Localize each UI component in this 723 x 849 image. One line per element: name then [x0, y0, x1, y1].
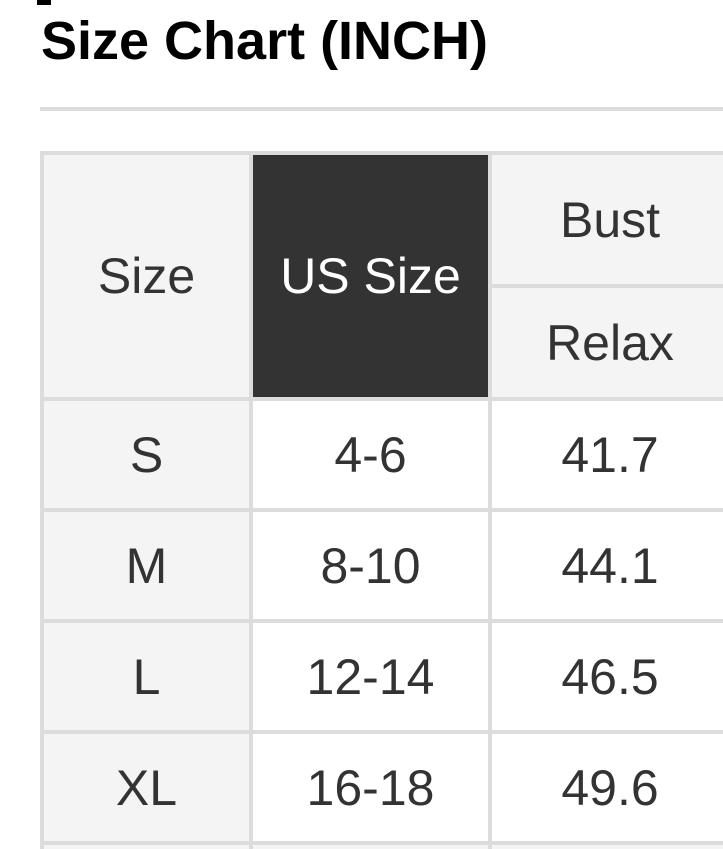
bust-relax-cell: 46.5: [488, 619, 723, 734]
title-divider: [40, 107, 723, 111]
size-cell: XL: [40, 730, 253, 845]
size-cell: M: [40, 508, 253, 623]
us-size-cell: 16-18: [249, 730, 492, 845]
cropped-text-fragment: [37, 0, 51, 5]
table-row-partial: [40, 841, 723, 849]
us-size-cell: 8-10: [249, 508, 492, 623]
us-size-cell: 12-14: [249, 619, 492, 734]
us-size-cell: 4-6: [249, 397, 492, 512]
header-row-sub: Relax: [42, 284, 723, 401]
bust-relax-cell: 49.6: [488, 730, 723, 845]
us-size-cell-partial: [249, 841, 492, 849]
bust-relax-cell-partial: [488, 841, 723, 849]
page-title: Size Chart (INCH): [41, 11, 489, 71]
header-row-top: Size US Size Bust: [40, 151, 723, 401]
size-cell-partial: [40, 841, 253, 849]
size-chart-scroll-area[interactable]: Size US Size Bust Relax S 4-6 41.7 M 8-1…: [40, 151, 723, 849]
bust-relax-cell: 44.1: [488, 508, 723, 623]
table-row-s: S 4-6 41.7: [40, 397, 723, 512]
bust-relax-cell: 41.7: [488, 397, 723, 512]
col-header-size: Size: [40, 151, 253, 401]
col-header-bust: Bust: [488, 151, 723, 288]
table-row-l: L 12-14 46.5: [40, 619, 723, 734]
col-subheader-relax: Relax: [488, 284, 723, 401]
size-chart-table: Size US Size Bust Relax S 4-6 41.7 M 8-1…: [40, 151, 723, 849]
table-row-m: M 8-10 44.1: [40, 508, 723, 623]
size-cell: L: [40, 619, 253, 734]
col-header-us-size: US Size: [249, 151, 492, 401]
table-row-xl: XL 16-18 49.6: [40, 730, 723, 845]
size-cell: S: [40, 397, 253, 512]
